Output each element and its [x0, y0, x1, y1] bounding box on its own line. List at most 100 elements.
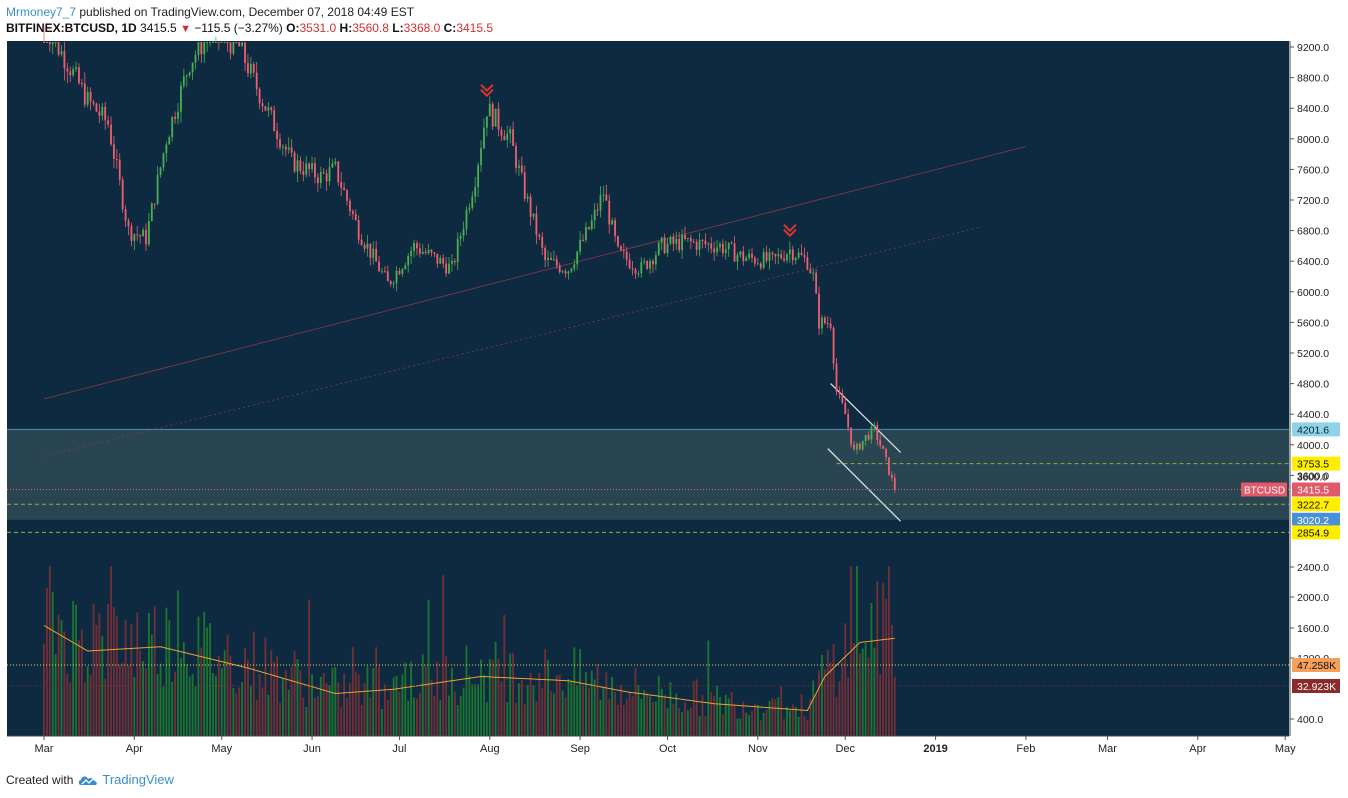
candle-body: [625, 251, 628, 260]
volume-bar: [483, 674, 485, 736]
candle-body: [649, 260, 651, 269]
candle-body: [311, 163, 313, 170]
candle-body: [617, 236, 619, 247]
volume-bar: [774, 699, 777, 736]
volume-bar: [754, 703, 756, 736]
volume-bar: [462, 687, 465, 736]
candle-body: [520, 165, 523, 173]
volume-bar: [681, 712, 683, 736]
candle-body: [488, 103, 491, 117]
candle-body: [550, 257, 552, 260]
volume-bar: [619, 685, 622, 736]
volume-bar: [634, 668, 637, 736]
volume-bar: [43, 643, 45, 736]
volume-bar: [666, 708, 669, 736]
last-price-label: 3415.5: [1297, 485, 1329, 497]
candle-body: [876, 424, 879, 440]
candle-body: [401, 268, 404, 275]
candle-body: [241, 42, 244, 47]
volume-bar: [110, 566, 112, 736]
candle-body: [407, 255, 410, 266]
change-value: −115.5 (−3.27%): [194, 21, 283, 35]
volume-bar: [818, 671, 820, 736]
candle-body: [299, 160, 302, 171]
candle-body: [800, 252, 803, 255]
candle-body: [494, 108, 497, 127]
candle-body: [652, 260, 654, 265]
tradingview-logo[interactable]: TradingView: [77, 772, 174, 787]
volume-bar: [538, 672, 541, 736]
volume-bar: [445, 656, 447, 736]
candle-body: [223, 42, 226, 43]
candle-body: [180, 85, 182, 112]
candle-body: [570, 268, 573, 272]
volume-bar: [788, 710, 791, 736]
candle-body: [544, 247, 547, 261]
volume-bar: [366, 666, 369, 736]
x-tick-label: Apr: [1189, 743, 1206, 755]
x-tick-label: Aug: [480, 743, 500, 755]
volume-bar: [692, 681, 695, 736]
publish-line: Mrmoney7_7 published on TradingView.com,…: [6, 4, 493, 20]
candle-body: [104, 106, 107, 121]
volume-bar: [107, 603, 110, 736]
volume-bar: [113, 607, 115, 736]
candle-body: [783, 258, 785, 261]
candle-body: [200, 42, 203, 55]
candle-body: [92, 101, 95, 104]
candle-body: [168, 137, 171, 145]
volume-bar: [701, 694, 704, 736]
candle-body: [395, 270, 398, 284]
candle-body: [456, 238, 459, 263]
volume-bar: [311, 674, 313, 736]
candle-body: [832, 327, 835, 364]
volume-bar: [570, 681, 573, 736]
level-label: 3020.2: [1297, 515, 1329, 527]
volume-bar: [235, 692, 238, 736]
candle-body: [113, 144, 115, 159]
volume-bar: [267, 694, 270, 736]
candle-body: [369, 243, 372, 258]
y-tick-label: 8800.0: [1297, 73, 1329, 85]
candle-body: [185, 75, 188, 77]
volume-bar: [611, 676, 614, 736]
candle-body: [893, 477, 896, 490]
volume-bar: [381, 708, 383, 736]
volume-bar: [75, 604, 77, 736]
candles-group: [43, 25, 896, 494]
candle-body: [660, 237, 663, 243]
volume-bar: [552, 693, 555, 736]
trendline-1: [43, 145, 1027, 400]
level-label: 3222.7: [1297, 499, 1329, 511]
high-value: 3560.8: [352, 21, 389, 35]
volume-bar: [547, 660, 549, 736]
volume-bar: [625, 699, 628, 736]
candle-body: [212, 42, 214, 43]
author-link[interactable]: Mrmoney7_7: [6, 5, 77, 19]
volume-bar: [127, 665, 130, 736]
candle-body: [687, 237, 689, 239]
volume-bar: [835, 696, 838, 736]
candle-body: [780, 254, 783, 259]
volume-bar: [203, 611, 206, 736]
volume-bar: [302, 697, 305, 736]
candle-body: [538, 235, 541, 237]
candle-body: [124, 209, 127, 221]
candle-body: [220, 42, 223, 43]
volume-bar: [579, 649, 582, 736]
candle-body: [756, 263, 759, 265]
candle-body: [115, 158, 118, 160]
volume-bar: [768, 700, 771, 736]
volume-bar: [587, 688, 590, 736]
volume-bar: [188, 676, 191, 736]
candle-body: [215, 42, 217, 43]
level-label-bg: [1292, 512, 1340, 527]
volume-bar: [628, 692, 631, 736]
candle-body: [713, 248, 716, 253]
volume-bar: [643, 690, 646, 736]
candle-body: [247, 63, 249, 74]
volume-bar: [762, 712, 765, 736]
candle-body: [147, 221, 150, 245]
volume-bar: [442, 575, 445, 736]
